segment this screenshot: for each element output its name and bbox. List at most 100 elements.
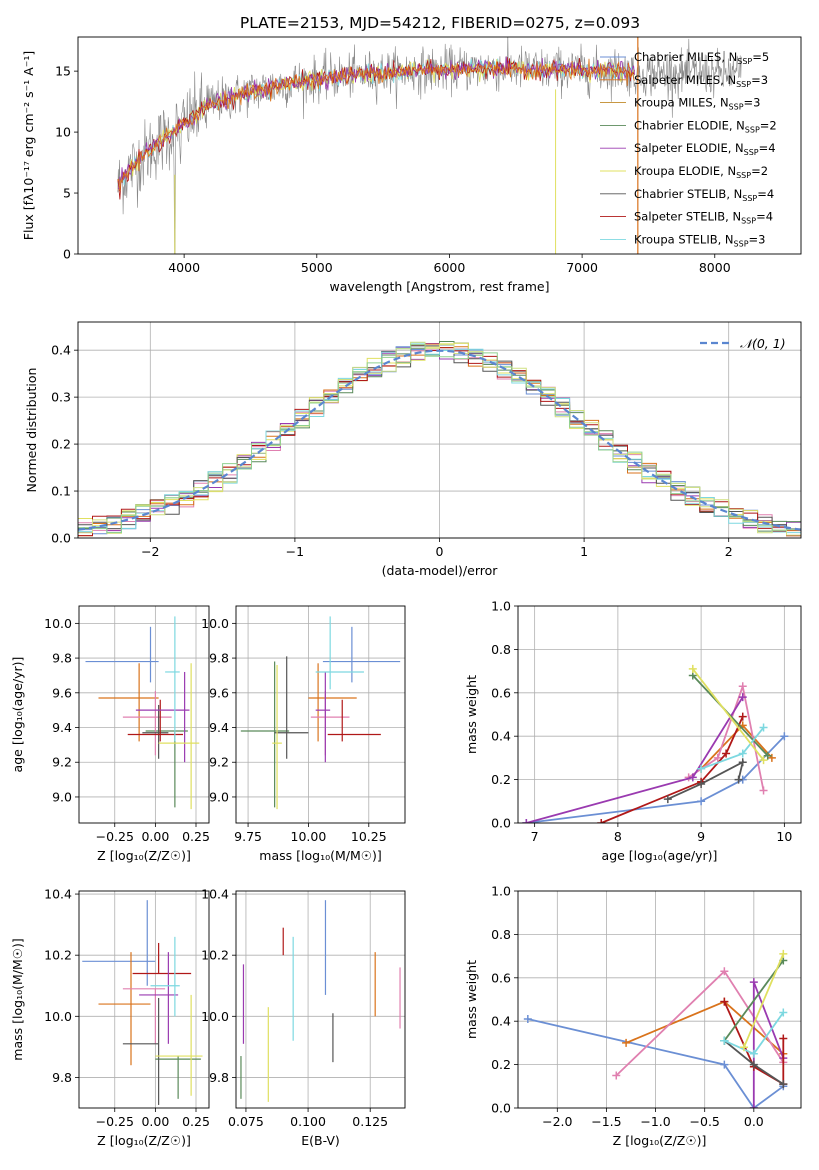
plot-area [82, 900, 203, 1105]
weight-marker [763, 751, 772, 760]
tick-label-y: 10 [55, 125, 71, 140]
legend-label: Kroupa STELIB, NSSP=3 [634, 232, 765, 248]
tick-label-y: 9.8 [209, 1070, 229, 1085]
weight-series [688, 664, 768, 765]
model-spectrum [117, 58, 635, 192]
weight-series [720, 1008, 788, 1058]
errorbar [315, 671, 331, 763]
tick-label-y: 9.8 [52, 1070, 72, 1085]
tick-label-x: −2 [141, 544, 159, 559]
axes-frame [77, 36, 802, 255]
tick-label-y: 10.0 [201, 1009, 229, 1024]
tick-label-y: 0.1 [51, 484, 71, 499]
tick-label-y: 0.0 [491, 816, 511, 831]
axes-frame [235, 605, 406, 824]
y-axis-label: mass weight [464, 675, 479, 754]
axes-frame [78, 890, 210, 1109]
errorbar [132, 942, 192, 975]
tick-label-y: 0.2 [491, 1057, 511, 1072]
weight-line [692, 674, 769, 757]
plot-area [240, 900, 401, 1102]
x-axis-label: (data-model)/error [382, 563, 499, 578]
errorbar [274, 656, 309, 759]
weight-line [692, 668, 765, 761]
y-axis-label: mass [log₁₀(M/M☉)] [10, 938, 25, 1060]
weight-marker [779, 1080, 788, 1089]
tick-label-x: 0.125 [352, 1114, 388, 1129]
errorbar [142, 704, 169, 759]
weight-marker [720, 1036, 729, 1045]
plot-area [85, 616, 200, 810]
tick-label-x: 0.075 [228, 1114, 264, 1129]
weight-marker [779, 949, 788, 958]
weight-marker [759, 723, 768, 732]
tick-label-y: 10.4 [44, 887, 72, 902]
tick-label-y: 5 [63, 186, 71, 201]
tick-label-x: −0.25 [96, 829, 134, 844]
axes-frame [517, 890, 802, 1109]
weight-marker [779, 1008, 788, 1017]
weight-line [723, 959, 785, 1042]
tick-label-x: −2.0 [542, 1114, 572, 1129]
x-axis-label: wavelength [Angstrom, rest frame] [329, 279, 549, 294]
weight-marker [738, 682, 747, 691]
residual-histogram [78, 341, 801, 536]
tick-label-y: 9.8 [52, 651, 72, 666]
weight-marker [688, 664, 697, 673]
plot-area [523, 949, 788, 1108]
errorbar [122, 988, 166, 1044]
tick-label-y: 0.4 [51, 343, 71, 358]
tick-label-y: 0.6 [491, 970, 511, 985]
tick-label-x: −0.5 [690, 1114, 720, 1129]
weight-marker [688, 773, 697, 782]
errorbar [155, 1056, 201, 1099]
tick-label-y: 0.0 [491, 1101, 511, 1116]
tick-label-y: 9.6 [209, 685, 229, 700]
weight-series [522, 693, 747, 823]
errorbar [165, 616, 180, 742]
tick-label-y: 0.0 [51, 531, 71, 546]
panel-mass_vs_Z: −0.25 0.00 0.25 9.8 10.0 10.2 10.4 Z [log₁₀(Z/Z… [10, 887, 210, 1148]
weight-marker [738, 758, 747, 767]
panel-weight_vs_age: 7 8 9 10 0.0 0.2 0.4 0.6 0.8 1.0 age [log₁₀(age/yr… [464, 599, 802, 863]
tick-label-y: 0.2 [51, 437, 71, 452]
tick-label-x: 0.0 [744, 1114, 764, 1129]
legend-label: Chabrier ELODIE, NSSP=2 [634, 118, 777, 134]
weight-series [612, 967, 788, 1080]
y-axis-label: Normed distribution [24, 368, 39, 493]
legend-label: Salpeter ELODIE, NSSP=4 [634, 141, 776, 157]
tick-label-y: 0.4 [491, 729, 511, 744]
errorbar [315, 616, 364, 690]
panel-age_vs_Z: −0.25 0.00 0.25 9.0 9.2 9.4 9.6 9.8 10.0 Z [log₁₀… [10, 605, 210, 863]
panel-spectrum: 4000 5000 6000 7000 8000 0 5 10 15 wavelength [An… [21, 36, 802, 294]
weight-marker [780, 732, 789, 741]
panel-mass_vs_EBV: 0.075 0.100 0.125 9.8 10.0 10.2 10.4 E(B-V) [201, 887, 406, 1148]
tick-label-x: 2 [725, 544, 733, 559]
legend-label: Salpeter STELIB, NSSP=4 [634, 210, 773, 226]
tick-label-y: 1.0 [491, 599, 511, 614]
weight-series [740, 949, 788, 1052]
tick-label-x: 9.75 [234, 829, 262, 844]
legend-label: 𝒩(0, 1) [740, 336, 786, 351]
errorbar [127, 699, 183, 742]
tick-label-x: 10 [776, 829, 792, 844]
tick-label-y: 10.4 [201, 887, 229, 902]
tick-label-y: 0 [63, 247, 71, 262]
errorbar [158, 663, 200, 810]
tick-label-x: 4000 [168, 260, 200, 275]
weight-line [600, 716, 744, 823]
weight-series [597, 712, 747, 823]
tick-label-x: 0.00 [141, 829, 169, 844]
tick-label-y: 0.4 [491, 1014, 511, 1029]
axes-frame [77, 321, 802, 539]
tick-label-y: 0.2 [491, 772, 511, 787]
weight-marker [767, 753, 776, 762]
errorbar [155, 994, 203, 1096]
weight-marker [759, 786, 768, 795]
weight-line [743, 953, 785, 1048]
errorbar [310, 691, 350, 756]
weight-marker [722, 749, 731, 758]
tick-label-y: 10.0 [201, 616, 229, 631]
tick-label-y: 9.2 [209, 755, 229, 770]
panel-weight_vs_Z: −2.0 −1.5 −1.0 −0.5 0.0 0.0 0.2 0.4 0.6 0.8 1.0 Z [… [464, 884, 802, 1148]
